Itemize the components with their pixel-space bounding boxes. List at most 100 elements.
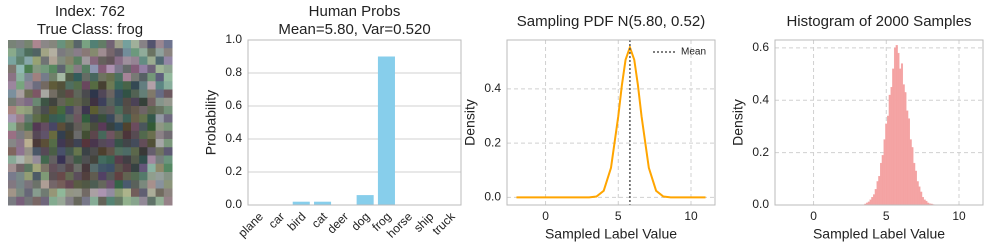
image-pixel <box>8 130 17 140</box>
image-pixel <box>16 188 25 198</box>
image-pixel <box>73 139 83 148</box>
image-pixel <box>131 114 140 123</box>
image-pixel <box>40 130 50 140</box>
image-pixel <box>16 114 25 123</box>
image-pixel <box>32 89 42 99</box>
hist-bar <box>880 162 883 206</box>
chart-title: Histogram of 2000 Samples <box>786 13 971 30</box>
hist-bar <box>907 118 910 206</box>
image-pixel <box>114 73 124 82</box>
image-pixel <box>114 130 124 140</box>
image-pixel <box>98 139 107 148</box>
image-pixel <box>24 196 34 206</box>
image-pixel <box>49 97 58 107</box>
hist-bar <box>906 110 909 206</box>
image-pixel <box>49 163 58 173</box>
x-tick-label: bird <box>285 209 309 233</box>
bar <box>356 195 374 205</box>
image-pixel <box>73 89 83 99</box>
hist-bar <box>920 191 923 206</box>
image-pixel <box>139 188 148 198</box>
image-pixel <box>65 139 75 148</box>
image-pixel <box>57 155 66 165</box>
image-pixel <box>49 188 58 198</box>
image-pixel <box>98 130 107 140</box>
image-pixel <box>57 180 66 189</box>
image-pixel <box>114 106 124 115</box>
y-tick-label: 0.0 <box>752 197 769 211</box>
y-axis-label: Density <box>462 99 478 146</box>
image-pixel <box>90 73 99 82</box>
image-pixel <box>8 196 17 206</box>
image-pixel <box>147 56 157 66</box>
image-pixel <box>155 122 165 132</box>
image-pixel <box>163 64 173 74</box>
image-pixel <box>122 122 132 132</box>
hist-bar <box>890 86 893 206</box>
image-pixel <box>139 196 148 206</box>
image-pixel <box>106 40 116 49</box>
image-pixel <box>90 188 99 198</box>
image-pixel <box>73 64 83 74</box>
legend-label: Mean <box>681 47 706 58</box>
image-pixel <box>131 89 140 99</box>
image-pixel <box>114 122 124 132</box>
image-pixel <box>73 130 83 140</box>
image-pixel <box>16 97 25 107</box>
image-pixel <box>98 40 107 49</box>
image-pixel <box>114 147 124 156</box>
image-pixel <box>24 48 34 57</box>
image-pixel <box>16 73 25 82</box>
image-pixel <box>155 180 165 189</box>
image-pixel <box>98 196 107 206</box>
hist-bar <box>878 176 881 206</box>
image-pixel <box>90 130 99 140</box>
image-pixel <box>40 114 50 123</box>
image-pixel <box>57 106 66 115</box>
image-pixel <box>24 73 34 82</box>
image-pixel <box>122 155 132 165</box>
image-pixel <box>155 172 165 181</box>
image-pixel <box>24 89 34 99</box>
image-pixel <box>155 188 165 198</box>
image-pixel <box>139 48 148 57</box>
hist-bar <box>909 139 912 206</box>
image-pixel <box>106 172 116 181</box>
image-pixel <box>114 97 124 107</box>
image-pixel <box>40 64 50 74</box>
bar <box>314 201 332 205</box>
bar <box>377 56 395 205</box>
hist-bar <box>918 186 921 206</box>
image-pixel <box>40 155 50 165</box>
image-pixel <box>90 163 99 173</box>
image-pixel <box>106 114 116 123</box>
image-pixel <box>73 122 83 132</box>
image-pixel <box>122 106 132 115</box>
image-pixel <box>98 56 107 66</box>
image-pixel <box>24 122 34 132</box>
image-pixel <box>57 130 66 140</box>
image-pixel <box>98 172 107 181</box>
image-pixel <box>147 155 157 165</box>
hist-bar <box>902 84 905 206</box>
image-pixel <box>81 106 91 115</box>
image-pixel <box>8 97 17 107</box>
image-pixel <box>49 56 58 66</box>
y-tick-label: 0.4 <box>484 81 501 95</box>
image-pixel <box>8 172 17 181</box>
image-pixel <box>90 122 99 132</box>
y-tick-label: 0.4 <box>225 131 242 145</box>
image-pixel <box>24 180 34 189</box>
image-pixel <box>106 56 116 66</box>
image-pixel <box>40 56 50 66</box>
image-pixel <box>65 147 75 156</box>
hist-bar <box>914 170 917 206</box>
image-pixel <box>32 106 42 115</box>
image-pixel <box>40 196 50 206</box>
hist-bar <box>874 189 877 206</box>
image-pixel <box>24 114 34 123</box>
image-pixel <box>49 64 58 74</box>
image-pixel <box>49 130 58 140</box>
image-pixel <box>8 155 17 165</box>
image-pixel <box>139 155 148 165</box>
